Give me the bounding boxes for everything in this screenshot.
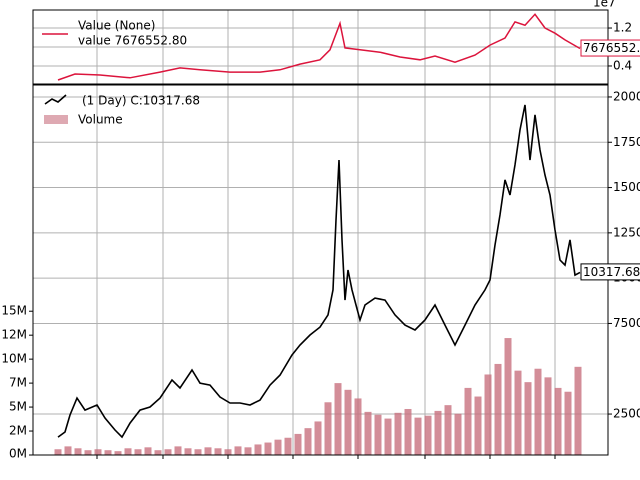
volume-bar bbox=[254, 444, 262, 455]
y2-tick-label: 15M bbox=[1, 304, 27, 318]
volume-bar bbox=[444, 405, 452, 455]
legend-label: Volume bbox=[78, 113, 123, 127]
volume-bar bbox=[304, 428, 312, 455]
y-tick-label: 12500 bbox=[613, 225, 640, 239]
volume-bar bbox=[134, 449, 142, 455]
y2-tick-label: 2M bbox=[9, 424, 27, 438]
volume-bar bbox=[554, 387, 562, 455]
last-value-box bbox=[580, 263, 640, 281]
volume-bar bbox=[534, 368, 542, 455]
y2-tick-label: 0M bbox=[9, 447, 27, 461]
y2-tick-label: 10M bbox=[1, 352, 27, 366]
volume-bar bbox=[434, 410, 442, 455]
volume-bar bbox=[354, 398, 362, 455]
volume-bar bbox=[314, 421, 322, 455]
y-tick-label: 15000 bbox=[613, 180, 640, 194]
y-tick-label: 2500 bbox=[613, 407, 640, 421]
legend-value: value 7676552.80 bbox=[78, 34, 187, 48]
volume-bar bbox=[424, 415, 432, 455]
volume-bar bbox=[114, 451, 122, 455]
volume-bar bbox=[194, 449, 202, 455]
volume-bar bbox=[84, 450, 92, 455]
legend-line bbox=[44, 94, 67, 105]
legend-title: (1 Day) C:10317.68 bbox=[82, 94, 200, 108]
y-tick-label: 7500 bbox=[613, 316, 640, 330]
legend-box bbox=[44, 115, 68, 124]
volume-bar bbox=[404, 408, 412, 455]
offset-label: 1e7 bbox=[593, 0, 616, 10]
y-tick-label: 17500 bbox=[613, 135, 640, 149]
volume-bar bbox=[124, 448, 132, 455]
volume-bar bbox=[234, 446, 242, 455]
volume-bar bbox=[184, 448, 192, 455]
volume-bar bbox=[474, 396, 482, 455]
last-value-tag: 7676552.8 bbox=[583, 41, 640, 55]
volume-bar bbox=[204, 447, 212, 455]
volume-bar bbox=[514, 370, 522, 455]
y-tick-label: 1.2 bbox=[613, 21, 632, 35]
last-value-tag: 10317.68 bbox=[583, 265, 640, 279]
volume-bar bbox=[394, 412, 402, 455]
volume-bar bbox=[494, 363, 502, 455]
volume-bar bbox=[64, 446, 72, 455]
volume-bar bbox=[264, 442, 272, 455]
volume-bar bbox=[214, 448, 222, 455]
volume-bar bbox=[244, 447, 252, 455]
legend-title: Value (None) bbox=[78, 19, 155, 33]
volume-bar bbox=[274, 439, 282, 455]
y2-tick-label: 7M bbox=[9, 376, 27, 390]
volume-bar bbox=[504, 338, 512, 455]
y2-tick-label: 5M bbox=[9, 400, 27, 414]
line-series bbox=[57, 104, 581, 439]
volume-bar bbox=[334, 383, 342, 455]
volume-bar bbox=[524, 382, 532, 455]
volume-bar bbox=[74, 448, 82, 455]
volume-bar bbox=[144, 447, 152, 455]
volume-bar bbox=[224, 449, 232, 455]
volume-bar bbox=[484, 374, 492, 455]
volume-bar bbox=[104, 450, 112, 455]
y-tick-label: 0.4 bbox=[613, 58, 632, 72]
volume-bar bbox=[384, 418, 392, 455]
line-series bbox=[57, 13, 581, 81]
volume-bar bbox=[574, 366, 582, 455]
volume-bar bbox=[344, 389, 352, 455]
volume-bar bbox=[54, 449, 62, 455]
volume-bar bbox=[324, 402, 332, 455]
volume-bar bbox=[154, 450, 162, 455]
volume-bar bbox=[174, 446, 182, 455]
volume-bar bbox=[454, 413, 462, 455]
last-value-box bbox=[580, 39, 640, 57]
panel-frame bbox=[32, 84, 609, 456]
volume-bar bbox=[464, 387, 472, 455]
volume-bar bbox=[364, 411, 372, 455]
volume-bar bbox=[414, 417, 422, 455]
volume-bar bbox=[564, 391, 572, 455]
volume-bar bbox=[164, 449, 172, 455]
y2-tick-label: 12M bbox=[1, 328, 27, 342]
volume-bar bbox=[294, 433, 302, 455]
volume-bar bbox=[94, 449, 102, 455]
volume-bar bbox=[284, 437, 292, 455]
volume-bar bbox=[544, 377, 552, 455]
volume-bar bbox=[374, 414, 382, 455]
